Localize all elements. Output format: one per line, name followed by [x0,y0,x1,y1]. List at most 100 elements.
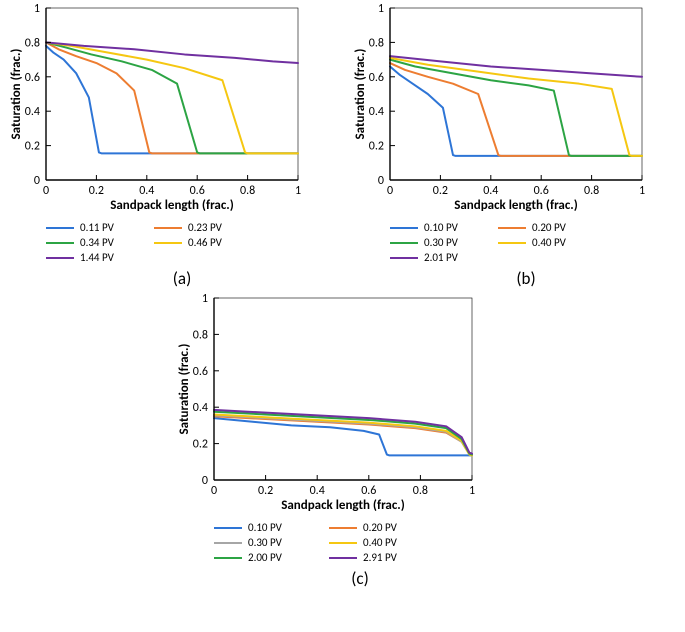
svg-text:0.4: 0.4 [193,401,208,415]
svg-text:1: 1 [295,184,301,198]
svg-text:0.8: 0.8 [584,184,599,198]
svg-text:0.8: 0.8 [413,484,428,498]
svg-text:1: 1 [378,2,384,16]
legend-a: 0.11 PV 0.23 PV 0.34 PV 0.46 PV 1.44 PV [8,217,356,266]
legend-item: 0.46 PV [154,236,244,249]
legend-item: 0.23 PV [154,221,244,234]
legend-swatch [214,557,242,559]
svg-text:0.6: 0.6 [190,184,205,198]
legend-label: 2.01 PV [424,251,458,264]
svg-text:0.6: 0.6 [361,484,376,498]
legend-label: 0.11 PV [80,221,114,234]
legend-item: 0.10 PV [390,221,480,234]
svg-text:0.8: 0.8 [240,184,255,198]
svg-text:0.2: 0.2 [258,484,273,498]
legend-label: 0.40 PV [363,536,397,549]
legend-c: 0.10 PV 0.20 PV 0.30 PV 0.40 PV 2.00 PV 2.91 … [176,517,544,566]
chart-b: 00.20.40.60.8100.20.40.60.81Sandpack len… [352,2,685,217]
panel-b: 00.20.40.60.8100.20.40.60.81Sandpack len… [352,2,685,289]
legend-item: 2.00 PV [214,551,311,564]
svg-text:0.8: 0.8 [193,328,208,342]
svg-text:1: 1 [469,484,475,498]
legend-swatch [390,242,418,244]
legend-label: 0.10 PV [248,521,282,534]
legend-item: 0.34 PV [46,236,136,249]
svg-text:0: 0 [211,484,217,498]
legend-label: 0.34 PV [80,236,114,249]
legend-swatch [154,242,182,244]
svg-text:0.2: 0.2 [25,140,40,154]
legend-swatch [329,527,357,529]
svg-text:0.2: 0.2 [193,438,208,452]
svg-text:0.4: 0.4 [139,184,154,198]
svg-text:0.6: 0.6 [193,365,208,379]
legend-item: 0.30 PV [214,536,311,549]
svg-text:0.8: 0.8 [25,36,40,50]
legend-item: 0.10 PV [214,521,311,534]
legend-item: 0.40 PV [498,236,588,249]
legend-swatch [390,227,418,229]
panel-c: 0 0.2 0.4 0.6 0.8 1 0 0.2 0.4 0.6 0.8 1 Sandpack len… [176,292,544,589]
legend-label: 0.30 PV [424,236,458,249]
legend-label: 0.40 PV [532,236,566,249]
legend-swatch [214,542,242,544]
legend-item: 2.91 PV [329,551,426,564]
legend-item: 1.44 PV [46,251,136,264]
legend-label: 0.10 PV [424,221,458,234]
legend-label: 2.91 PV [363,551,397,564]
svg-text:0.4: 0.4 [369,105,384,119]
legend-b: 0.10 PV 0.20 PV 0.30 PV 0.40 PV 2.01 PV [352,217,685,266]
legend-item: 0.11 PV [46,221,136,234]
legend-label: 0.23 PV [188,221,222,234]
legend-label: 0.30 PV [248,536,282,549]
legend-swatch [329,557,357,559]
chart-a: 00.20.40.60.8100.20.40.60.81Sandpack len… [8,2,356,217]
svg-text:1: 1 [34,2,40,16]
legend-label: 1.44 PV [80,251,114,264]
legend-label: 2.00 PV [248,551,282,564]
legend-swatch [214,527,242,529]
legend-label: 0.20 PV [532,221,566,234]
svg-text:Saturation (frac.): Saturation (frac.) [353,49,368,140]
svg-text:1: 1 [202,292,208,306]
legend-label: 0.46 PV [188,236,222,249]
chart-c: 0 0.2 0.4 0.6 0.8 1 0 0.2 0.4 0.6 0.8 1 Sandpack len… [176,292,544,517]
legend-swatch [498,242,526,244]
svg-text:0: 0 [34,174,40,188]
legend-item: 0.40 PV [329,536,426,549]
svg-text:0: 0 [387,184,393,198]
svg-text:0.6: 0.6 [369,71,384,85]
panel-a: 00.20.40.60.8100.20.40.60.81Sandpack len… [8,2,356,289]
legend-swatch [46,227,74,229]
svg-text:0.6: 0.6 [25,71,40,85]
legend-swatch [154,227,182,229]
svg-text:0.4: 0.4 [483,184,498,198]
svg-text:Saturation (frac.): Saturation (frac.) [177,344,192,435]
svg-text:0.2: 0.2 [89,184,104,198]
svg-text:0.4: 0.4 [310,484,325,498]
svg-text:0.2: 0.2 [369,140,384,154]
svg-text:Sandpack length (frac.): Sandpack length (frac.) [281,498,405,512]
legend-item: 0.20 PV [329,521,426,534]
legend-item: 0.20 PV [498,221,588,234]
legend-swatch [46,257,74,259]
caption-b: (b) [352,268,685,289]
svg-text:0.4: 0.4 [25,105,40,119]
legend-item: 0.30 PV [390,236,480,249]
caption-a: (a) [8,268,356,289]
svg-text:0.8: 0.8 [369,36,384,50]
svg-text:1: 1 [639,184,645,198]
legend-item: 2.01 PV [390,251,480,264]
legend-swatch [390,257,418,259]
svg-text:0.6: 0.6 [534,184,549,198]
svg-text:0: 0 [202,474,208,488]
caption-c: (c) [176,568,544,589]
legend-label: 0.20 PV [363,521,397,534]
legend-swatch [46,242,74,244]
legend-swatch [329,542,357,544]
svg-text:0.2: 0.2 [433,184,448,198]
svg-text:0: 0 [43,184,49,198]
svg-text:Sandpack length (frac.): Sandpack length (frac.) [454,198,578,212]
legend-swatch [498,227,526,229]
svg-text:Saturation (frac.): Saturation (frac.) [9,49,24,140]
